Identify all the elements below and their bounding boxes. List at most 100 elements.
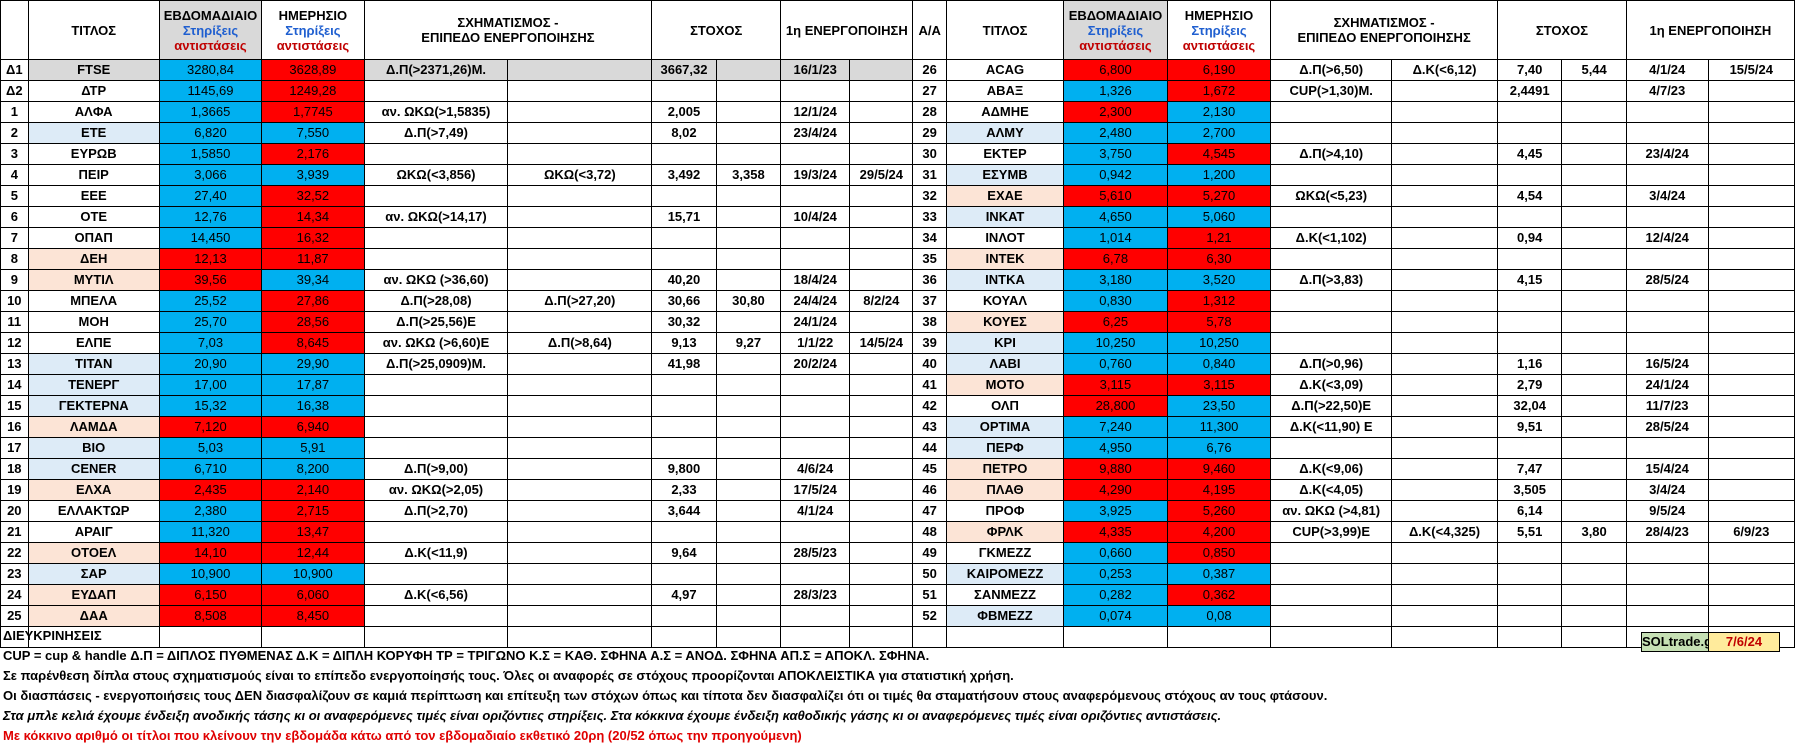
right-activation-cell[interactable] <box>1625 164 1709 186</box>
left-weekly-cell[interactable]: 25,52 <box>158 290 263 312</box>
left-activation-cell[interactable]: 1/1/22 <box>780 332 851 354</box>
right-formation-cell[interactable] <box>1270 206 1393 228</box>
right-ticker-cell[interactable]: ΚΟΥΑΛ <box>945 290 1065 312</box>
right-header-target[interactable]: ΣΤΟΧΟΣ <box>1496 0 1627 60</box>
right-formation-cell[interactable]: αν. ΩΚΩ (>4,81) <box>1270 500 1393 522</box>
right-daily-cell[interactable]: 5,270 <box>1166 185 1272 207</box>
right-target-alt-cell[interactable] <box>1561 290 1627 312</box>
left-ticker-cell[interactable]: ΕΛΠΕ <box>27 332 160 354</box>
right-ticker-cell[interactable] <box>945 626 1065 648</box>
right-formation-alt-cell[interactable] <box>1391 563 1498 585</box>
right-activation-alt-cell[interactable] <box>1707 164 1795 186</box>
left-formation-alt-cell[interactable] <box>507 185 653 207</box>
left-formation-cell[interactable]: Δ.Π(>9,00) <box>363 458 509 480</box>
right-activation-cell[interactable] <box>1625 206 1709 228</box>
left-formation-alt-cell[interactable]: Δ.Π(>8,64) <box>507 332 653 354</box>
left-activation-cell[interactable] <box>780 185 851 207</box>
left-daily-cell[interactable]: 1,7745 <box>261 101 365 123</box>
right-formation-alt-cell[interactable] <box>1391 542 1498 564</box>
right-row-index[interactable] <box>912 626 947 648</box>
right-ticker-cell[interactable]: ΦΒΜΕΖΖ <box>945 605 1065 627</box>
right-target-cell[interactable] <box>1496 164 1563 186</box>
left-ticker-cell[interactable]: ΕΥΡΩΒ <box>27 143 160 165</box>
right-activation-cell[interactable]: 3/4/24 <box>1625 479 1709 501</box>
right-daily-cell[interactable]: 0,850 <box>1166 542 1272 564</box>
right-formation-cell[interactable]: Δ.Κ(<9,06) <box>1270 458 1393 480</box>
right-ticker-cell[interactable]: ΙΝΤΕΚ <box>945 248 1065 270</box>
left-ticker-cell[interactable]: ΜΟΗ <box>27 311 160 333</box>
right-formation-alt-cell[interactable] <box>1391 164 1498 186</box>
left-formation-alt-cell[interactable] <box>507 479 653 501</box>
right-daily-cell[interactable]: 1,672 <box>1166 80 1272 102</box>
left-activation-cell[interactable]: 10/4/24 <box>780 206 851 228</box>
left-header-formation[interactable]: ΣΧΗΜΑΤΙΣΜΟΣ - ΕΠΙΠΕΔΟ ΕΝΕΡΓΟΠΟΙΗΣΗΣ <box>363 0 653 60</box>
right-row-index[interactable]: 42 <box>912 395 947 417</box>
left-target-cell[interactable] <box>651 227 717 249</box>
right-daily-cell[interactable]: 4,545 <box>1166 143 1272 165</box>
right-ticker-cell[interactable]: ΠΛΑΘ <box>945 479 1065 501</box>
left-weekly-cell[interactable]: 11,320 <box>158 521 263 543</box>
right-target-alt-cell[interactable] <box>1561 332 1627 354</box>
left-daily-cell[interactable]: 14,34 <box>261 206 365 228</box>
right-formation-cell[interactable]: Δ.Κ(<1,102) <box>1270 227 1393 249</box>
right-target-alt-cell[interactable] <box>1561 458 1627 480</box>
right-activation-alt-cell[interactable] <box>1707 290 1795 312</box>
left-formation-alt-cell[interactable] <box>507 227 653 249</box>
right-header-formation[interactable]: ΣΧΗΜΑΤΙΣΜΟΣ - ΕΠΙΠΕΔΟ ΕΝΕΡΓΟΠΟΙΗΣΗΣ <box>1270 0 1498 60</box>
right-target-alt-cell[interactable] <box>1561 248 1627 270</box>
right-header-index[interactable]: Α/Α <box>912 0 947 60</box>
right-ticker-cell[interactable]: ΠΕΡΦ <box>945 437 1065 459</box>
right-target-cell[interactable] <box>1496 101 1563 123</box>
left-target-cell[interactable]: 30,66 <box>651 290 717 312</box>
right-activation-cell[interactable]: 3/4/24 <box>1625 185 1709 207</box>
right-activation-cell[interactable] <box>1625 437 1709 459</box>
right-activation-cell[interactable] <box>1625 311 1709 333</box>
right-target-alt-cell[interactable] <box>1561 227 1627 249</box>
left-target-cell[interactable] <box>651 248 717 270</box>
left-weekly-cell[interactable]: 17,00 <box>158 374 263 396</box>
right-formation-cell[interactable]: ΩΚΩ(<5,23) <box>1270 185 1393 207</box>
right-daily-cell[interactable]: 6,190 <box>1166 59 1272 81</box>
left-row-index[interactable]: 24 <box>0 584 29 606</box>
right-formation-cell[interactable] <box>1270 248 1393 270</box>
right-activation-alt-cell[interactable] <box>1707 353 1795 375</box>
left-formation-cell[interactable] <box>363 437 509 459</box>
left-activation-cell[interactable] <box>780 437 851 459</box>
left-formation-alt-cell[interactable] <box>507 605 653 627</box>
right-daily-cell[interactable]: 1,200 <box>1166 164 1272 186</box>
left-target-cell[interactable]: 3,644 <box>651 500 717 522</box>
left-weekly-cell[interactable]: 5,03 <box>158 437 263 459</box>
left-ticker-cell[interactable]: ΣΑΡ <box>27 563 160 585</box>
right-formation-cell[interactable] <box>1270 584 1393 606</box>
right-formation-alt-cell[interactable] <box>1391 80 1498 102</box>
right-weekly-cell[interactable]: 0,282 <box>1063 584 1168 606</box>
right-formation-alt-cell[interactable] <box>1391 122 1498 144</box>
right-target-cell[interactable] <box>1496 563 1563 585</box>
right-row-index[interactable]: 43 <box>912 416 947 438</box>
right-target-alt-cell[interactable] <box>1561 353 1627 375</box>
left-formation-alt-cell[interactable] <box>507 374 653 396</box>
left-ticker-cell[interactable]: ΕΛΛΑΚΤΩΡ <box>27 500 160 522</box>
left-daily-cell[interactable]: 28,56 <box>261 311 365 333</box>
right-target-alt-cell[interactable] <box>1561 605 1627 627</box>
right-daily-cell[interactable]: 0,362 <box>1166 584 1272 606</box>
right-activation-alt-cell[interactable] <box>1707 332 1795 354</box>
right-row-index[interactable]: 45 <box>912 458 947 480</box>
right-target-cell[interactable] <box>1496 311 1563 333</box>
left-target-cell[interactable]: 9,13 <box>651 332 717 354</box>
left-row-index[interactable]: 11 <box>0 311 29 333</box>
left-target-cell[interactable] <box>651 374 717 396</box>
right-formation-cell[interactable] <box>1270 563 1393 585</box>
right-daily-cell[interactable]: 11,300 <box>1166 416 1272 438</box>
right-ticker-cell[interactable]: ΚΑΙΡΟΜΕΖΖ <box>945 563 1065 585</box>
left-weekly-cell[interactable]: 1,5850 <box>158 143 263 165</box>
right-formation-alt-cell[interactable] <box>1391 143 1498 165</box>
left-target-alt-cell[interactable] <box>715 437 782 459</box>
left-weekly-cell[interactable]: 3,066 <box>158 164 263 186</box>
left-activation-cell[interactable]: 18/4/24 <box>780 269 851 291</box>
left-activation-cell[interactable] <box>780 395 851 417</box>
right-activation-alt-cell[interactable] <box>1707 143 1795 165</box>
left-weekly-cell[interactable]: 12,76 <box>158 206 263 228</box>
right-activation-cell[interactable]: 24/1/24 <box>1625 374 1709 396</box>
left-target-cell[interactable]: 9,800 <box>651 458 717 480</box>
